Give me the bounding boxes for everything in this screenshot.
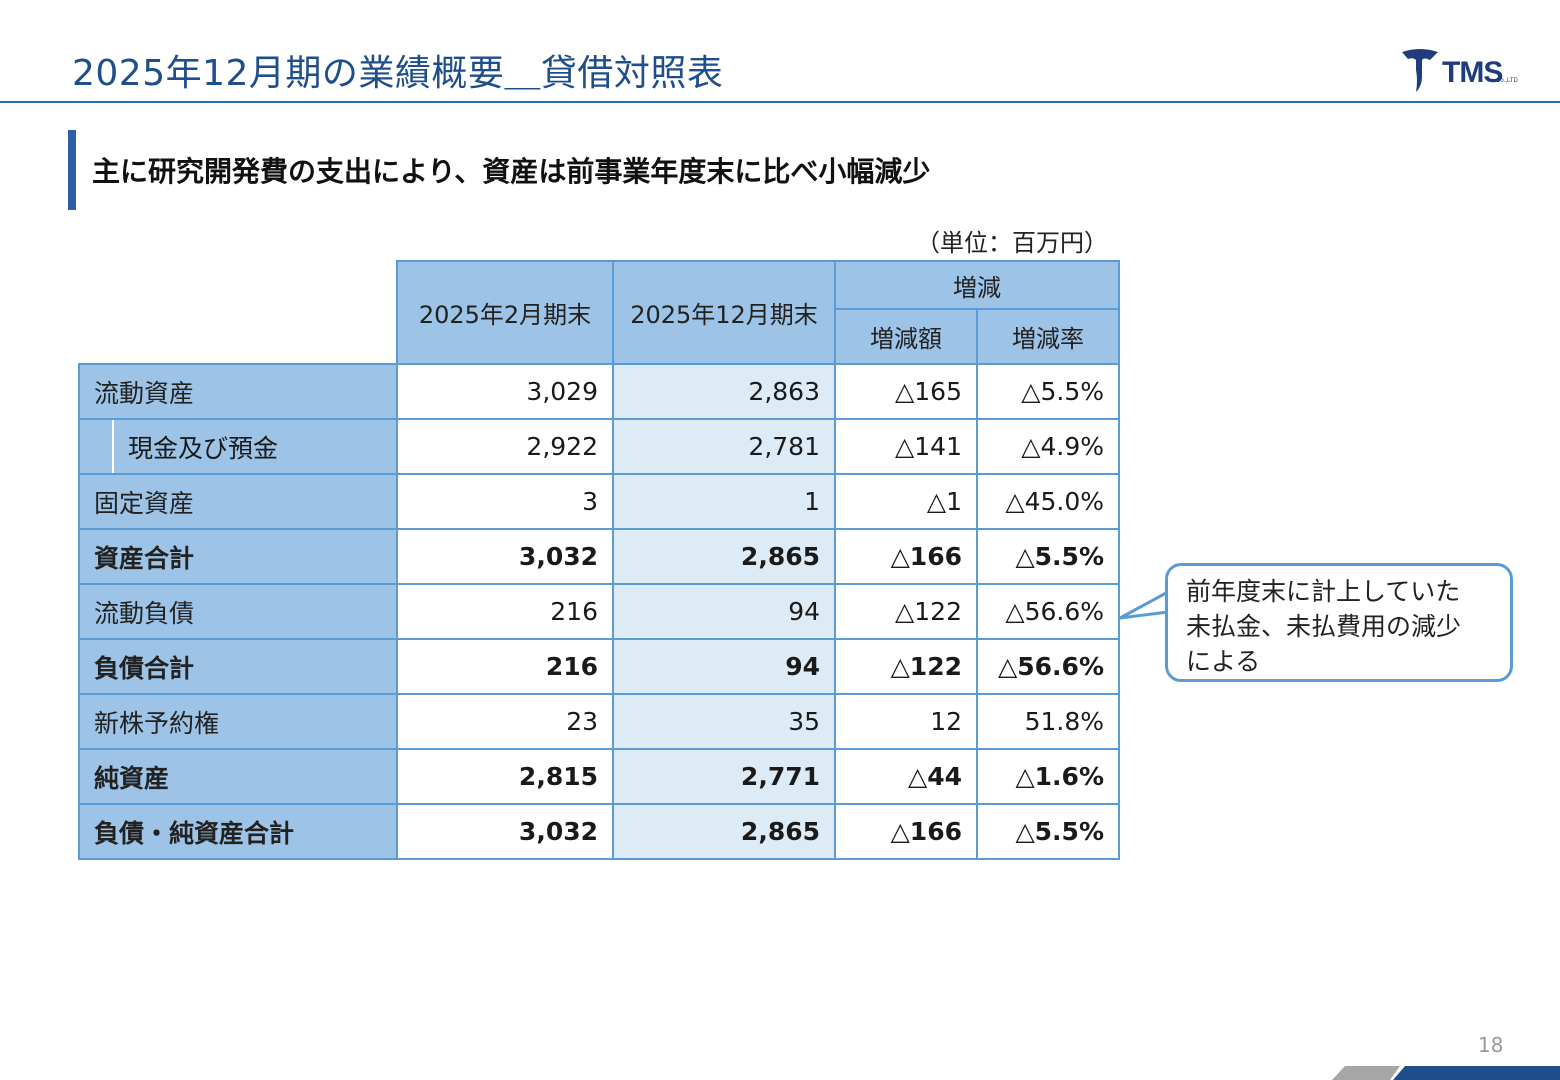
table-body: 流動資産 3,029 2,863 △165 △5.5% 現金及び預金 2,922 2,781 △… [78,363,1120,860]
value-2025-12: 2,781 [612,418,836,475]
unit-note: （単位：百万円） [916,229,1108,257]
value-2025-12: 35 [612,693,836,750]
value-change-amount: △122 [834,583,978,640]
table-row: 純資産 2,815 2,771 △44 △1.6% [78,748,1120,805]
value-change-rate: △45.0% [976,473,1120,530]
header-change-rate: 増減率 [976,308,1120,365]
row-label: 現金及び預金 [112,418,398,475]
headline: 主に研究開発費の支出により、資産は前事業年度末に比べ小幅減少 [92,155,931,188]
value-change-amount: 12 [834,693,978,750]
header-2025-02: 2025年2月期末 [396,260,614,365]
value-change-amount: △44 [834,748,978,805]
table-row: 固定資産 3 1 △1 △45.0% [78,473,1120,530]
value-2025-02: 2,815 [396,748,614,805]
indent-spacer [78,418,114,475]
value-change-rate: △56.6% [976,638,1120,695]
value-change-amount: △122 [834,638,978,695]
value-2025-02: 23 [396,693,614,750]
title-divider [0,101,1560,103]
value-change-amount: △165 [834,363,978,420]
value-2025-02: 216 [396,638,614,695]
value-2025-12: 2,863 [612,363,836,420]
row-label: 流動資産 [78,363,398,420]
table-row: 流動負債 216 94 △122 △56.6% [78,583,1120,640]
row-label: 固定資産 [78,473,398,530]
value-change-amount: △1 [834,473,978,530]
callout-line: による [1186,647,1261,676]
row-label: 負債・純資産合計 [78,803,398,860]
value-change-rate: △5.5% [976,363,1120,420]
balance-sheet-table: 2025年2月期末 2025年12月期末 増減 増減額 増減率 流動資産 3,02… [78,260,1120,860]
value-2025-12: 94 [612,583,836,640]
table-row: 負債合計 216 94 △122 △56.6% [78,638,1120,695]
logo-text: TMS [1442,56,1503,89]
headline-accent-bar [68,130,76,210]
value-2025-12: 2,771 [612,748,836,805]
table-row: 負債・純資産合計 3,032 2,865 △166 △5.5% [78,803,1120,860]
value-2025-12: 94 [612,638,836,695]
row-label: 流動負債 [78,583,398,640]
value-2025-02: 216 [396,583,614,640]
value-change-rate: △5.5% [976,803,1120,860]
page-number: 18 [1478,1033,1504,1057]
value-change-rate: 51.8% [976,693,1120,750]
table-row: 流動資産 3,029 2,863 △165 △5.5% [78,363,1120,420]
value-change-amount: △141 [834,418,978,475]
value-2025-02: 3,029 [396,363,614,420]
tms-logo-icon [1402,49,1438,92]
table-corner [79,261,398,365]
callout-line: 未払金、未払費用の減少 [1186,612,1462,641]
value-2025-12: 1 [612,473,836,530]
logo-subtext: Co.,LTD [1496,78,1518,84]
header-change-group: 増減 [834,260,1120,310]
value-change-amount: △166 [834,528,978,585]
callout-pointer [1118,590,1169,620]
row-label: 負債合計 [78,638,398,695]
value-2025-02: 3,032 [396,528,614,585]
value-change-rate: △4.9% [976,418,1120,475]
company-logo: TMS Co.,LTD [1400,46,1530,96]
row-label: 資産合計 [78,528,398,585]
value-change-amount: △166 [834,803,978,860]
value-2025-02: 3 [396,473,614,530]
page-title: 2025年12月期の業績概要＿貸借対照表 [72,53,724,94]
value-change-rate: △5.5% [976,528,1120,585]
table-row: 資産合計 3,032 2,865 △166 △5.5% [78,528,1120,585]
table-row: 新株予約権 23 35 12 51.8% [78,693,1120,750]
header-2025-12: 2025年12月期末 [612,260,836,365]
row-label: 純資産 [78,748,398,805]
value-2025-02: 3,032 [396,803,614,860]
value-2025-12: 2,865 [612,803,836,860]
row-label: 新株予約権 [78,693,398,750]
footer-gray-stripe [1332,1066,1400,1080]
table-row: 現金及び預金 2,922 2,781 △141 △4.9% [78,418,1120,475]
value-change-rate: △56.6% [976,583,1120,640]
footer-blue-stripe [1393,1066,1560,1080]
header-change-amount: 増減額 [834,308,978,365]
callout-line: 前年度末に計上していた [1186,577,1461,606]
value-2025-02: 2,922 [396,418,614,475]
value-2025-12: 2,865 [612,528,836,585]
callout-note: 前年度末に計上していた 未払金、未払費用の減少 による [1165,563,1513,682]
value-change-rate: △1.6% [976,748,1120,805]
